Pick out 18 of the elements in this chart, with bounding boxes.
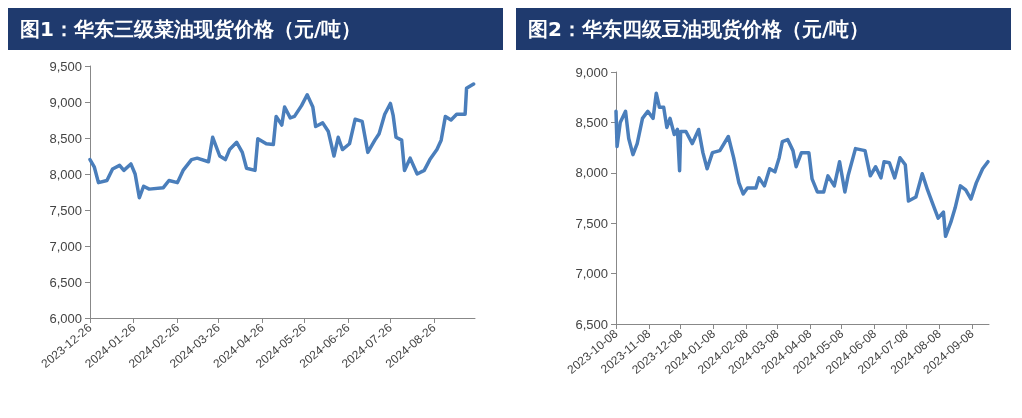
y-tick-label: 8,000 xyxy=(575,165,608,181)
y-tick-label: 7,500 xyxy=(49,202,82,218)
y-tick-label: 7,000 xyxy=(49,238,82,254)
y-tick-label: 7,000 xyxy=(575,266,608,282)
y-tick-label: 9,000 xyxy=(575,64,608,80)
y-tick-label: 8,000 xyxy=(49,166,82,182)
y-tick-label: 6,500 xyxy=(49,274,82,290)
chart-title: 图1：华东三级菜油现货价格（元/吨） xyxy=(8,8,503,50)
y-tick-label: 7,500 xyxy=(575,215,608,231)
y-tick-label: 9,000 xyxy=(49,94,82,110)
chart-title: 图2：华东四级豆油现货价格（元/吨） xyxy=(516,8,1011,50)
line-series xyxy=(614,91,990,239)
y-tick-label: 8,500 xyxy=(49,130,82,146)
y-tick-label: 8,500 xyxy=(575,114,608,130)
y-tick-label: 6,500 xyxy=(575,316,608,332)
y-tick-label: 6,000 xyxy=(49,310,82,326)
y-tick-label: 9,500 xyxy=(49,58,82,74)
line-series xyxy=(88,82,476,200)
